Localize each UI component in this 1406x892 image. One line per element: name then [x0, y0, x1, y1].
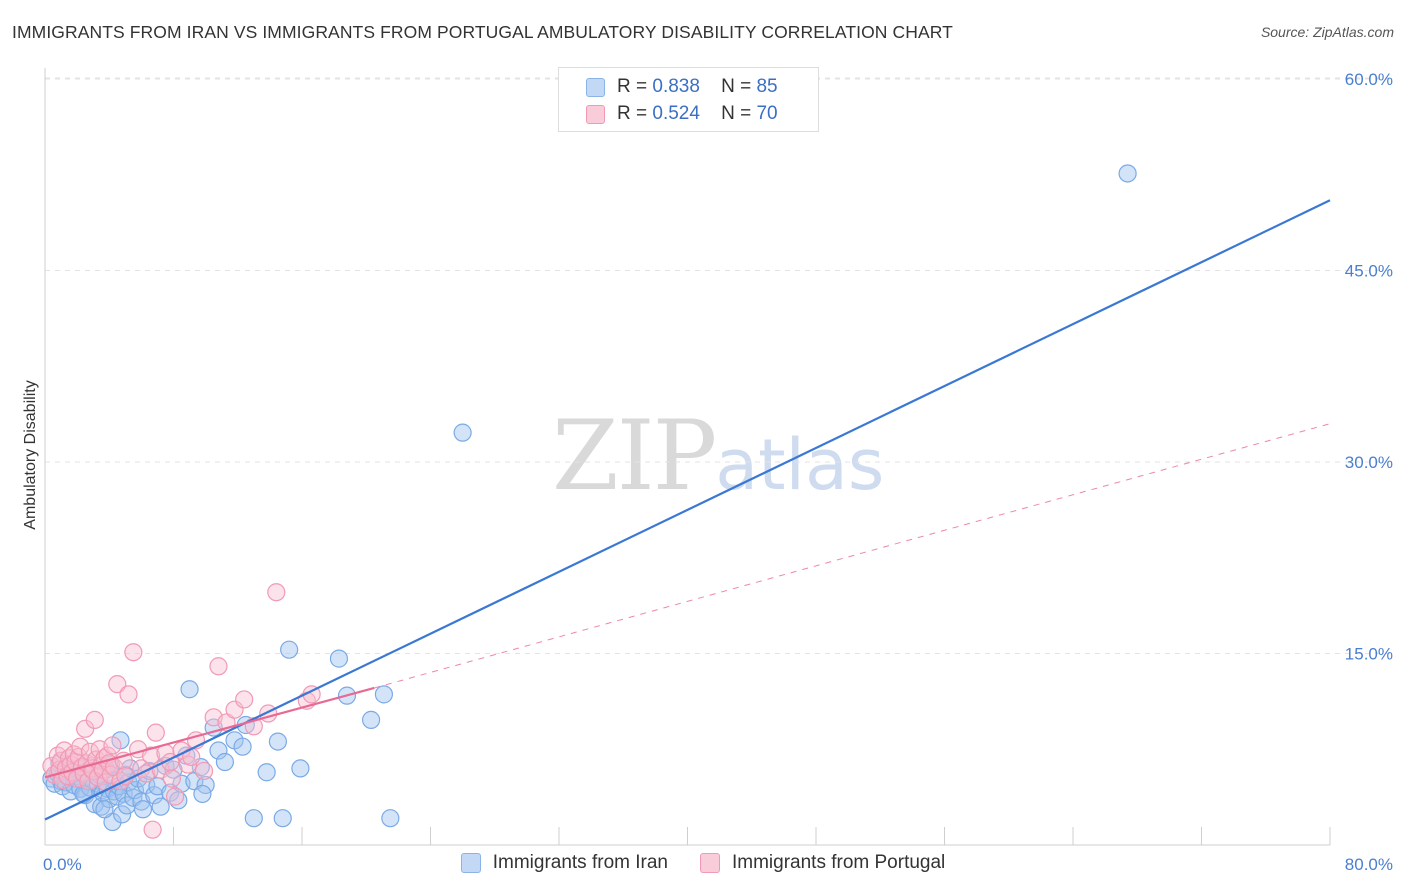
portugal-trend-line [44, 686, 375, 779]
data-points [42, 164, 1137, 839]
iran-point [112, 805, 132, 824]
portugal-point [71, 737, 90, 756]
portugal-point [116, 766, 135, 786]
legend-swatch-portugal [586, 104, 605, 124]
iran-point [233, 737, 252, 756]
grid-lines [45, 77, 1392, 654]
chart-title: IMMIGRANTS FROM IRAN VS IMMIGRANTS FROM … [12, 22, 953, 42]
bottom-legend-swatch-iran [460, 853, 481, 873]
bottom-legend-item-portugal: Immigrants from Portugal [699, 852, 946, 874]
iran-trend-line [44, 199, 1331, 821]
iran-point [95, 800, 114, 819]
iran-point [280, 640, 299, 659]
iran-point [125, 781, 145, 800]
x-tick-label-min: 0.0% [43, 855, 82, 874]
portugal-point [267, 583, 286, 602]
bottom-legend-item-iran: Immigrants from Iran [460, 852, 668, 874]
iran-point [215, 752, 234, 772]
iran-point [381, 809, 400, 828]
watermark-atlas: atlas [715, 424, 885, 506]
iran-point [273, 809, 292, 828]
bottom-legend-swatch-portugal [699, 853, 720, 873]
legend: R = 0.838 N = 85 R = 0.524 N = 70 [558, 67, 819, 132]
bottom-legend-label-iran: Immigrants from Iran [492, 852, 668, 873]
portugal-point [194, 761, 214, 781]
x-tick-label-max: 80.0% [1345, 855, 1393, 874]
portugal-point [124, 643, 143, 662]
iran-point [361, 710, 381, 729]
axis-labels: 15.0% 30.0% 45.0% 60.0% 0.0% 80.0% Ambulatory … [22, 70, 1393, 874]
iran-point [133, 800, 153, 819]
portugal-point [143, 820, 162, 839]
iran-point [151, 797, 170, 816]
iran-point [193, 784, 212, 804]
y-tick-label: 30.0% [1345, 453, 1393, 472]
portugal-point [235, 690, 254, 709]
axes [44, 68, 1331, 846]
y-tick-label: 60.0% [1345, 70, 1393, 89]
iran-point [257, 763, 276, 782]
portugal-point [166, 787, 185, 806]
portugal-point [85, 710, 104, 729]
legend-swatch-iran [586, 77, 605, 97]
iran-point [209, 741, 228, 760]
legend-n-label: N = [721, 76, 752, 97]
iran-point [1118, 164, 1137, 183]
y-axis-label: Ambulatory Disability [22, 380, 39, 529]
portugal-point [146, 723, 165, 742]
legend-row-portugal: R = 0.524 N = 70 [586, 103, 778, 125]
iran-point [244, 809, 263, 828]
legend-n-value: 85 [756, 76, 778, 97]
portugal-point [162, 769, 181, 788]
y-tick-label: 45.0% [1345, 262, 1393, 281]
legend-row-iran: R = 0.838 N = 85 [586, 76, 778, 98]
legend-n-label: N = [721, 103, 752, 124]
portugal-point [209, 657, 228, 676]
portugal-point [103, 736, 122, 755]
iran-point [268, 732, 288, 751]
legend-r-value: 0.838 [652, 76, 700, 97]
iran-point [453, 423, 472, 442]
source-label: Source: ZipAtlas.com [1260, 24, 1394, 40]
watermark: ZIPatlas [552, 400, 884, 512]
portugal-point [141, 746, 161, 765]
watermark-zip: ZIP [552, 400, 717, 512]
iran-point [291, 759, 310, 778]
legend-n-value: 70 [756, 103, 778, 124]
portugal-point [108, 675, 127, 694]
portugal-trend-extension [374, 423, 1331, 689]
legend-r-label: R = [617, 76, 648, 97]
iran-point [374, 685, 394, 704]
legend-r-value: 0.524 [652, 103, 700, 124]
bottom-legend-label-portugal: Immigrants from Portugal [731, 852, 946, 873]
trend-lines [44, 199, 1331, 821]
portugal-point [119, 685, 138, 704]
iran-point [329, 649, 349, 668]
bottom-legend: Immigrants from Iran Immigrants from Por… [0, 852, 1406, 874]
y-tick-label: 15.0% [1345, 645, 1393, 664]
legend-r-label: R = [617, 103, 648, 124]
iran-point [180, 680, 199, 699]
